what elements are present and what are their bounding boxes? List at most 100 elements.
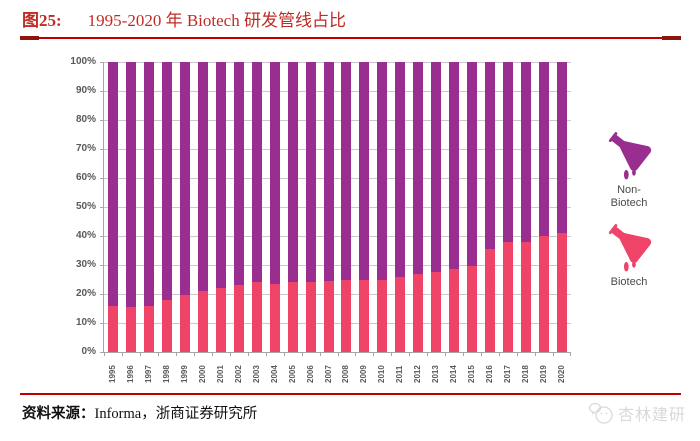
non-biotech-segment [233, 62, 244, 286]
non-biotech-segment [287, 62, 298, 283]
y-axis-tick [100, 264, 104, 266]
non-biotech-segment [431, 62, 442, 273]
x-axis-tick-label: 2017 [503, 365, 513, 383]
chart-legend: Non- Biotech Biotech [586, 126, 672, 289]
y-axis-tick-label: 80% [75, 114, 96, 125]
x-axis-tick [517, 352, 519, 356]
x-axis-tick [229, 352, 231, 356]
figure-number: 图25: [22, 11, 62, 30]
x-axis-tick [139, 352, 141, 356]
non-biotech-segment [143, 62, 154, 306]
y-axis-tick [100, 148, 104, 150]
x-axis-tick [427, 352, 429, 356]
x-axis-tick-label: 2000 [197, 365, 207, 383]
gridline [104, 264, 571, 266]
non-biotech-segment [179, 62, 190, 296]
x-axis-tick [121, 352, 123, 356]
x-axis-tick-label: 2010 [377, 365, 387, 383]
x-axis-tick-label: 2008 [341, 365, 351, 383]
y-axis-tick [100, 177, 104, 179]
y-axis-tick-label: 40% [75, 230, 96, 241]
x-axis-tick-label: 2006 [305, 365, 315, 383]
biotech-segment [341, 279, 352, 352]
non-biotech-segment [413, 62, 424, 274]
non-biotech-segment [395, 62, 406, 277]
x-axis-tick-label: 2015 [467, 365, 477, 383]
x-axis-tick-label: 2013 [431, 365, 441, 383]
flask-icon [608, 224, 652, 272]
x-axis-tick [301, 352, 303, 356]
biotech-segment [431, 272, 442, 352]
gridline [104, 322, 571, 324]
x-axis-tick-label: 2007 [323, 365, 333, 383]
x-axis-tick [175, 352, 177, 356]
x-axis-tick-label: 2011 [395, 365, 405, 383]
biotech-segment [377, 279, 388, 352]
x-axis-tick [409, 352, 411, 356]
y-axis-tick-label: 30% [75, 259, 96, 270]
legend-label-biotech: Biotech [610, 276, 648, 288]
x-axis-tick-label: 2016 [485, 365, 495, 383]
y-axis-tick [100, 235, 104, 237]
y-axis-tick [100, 119, 104, 121]
non-biotech-segment [161, 62, 172, 300]
non-biotech-segment [215, 62, 226, 289]
x-axis-tick [355, 352, 357, 356]
x-axis-tick-label: 2012 [413, 365, 423, 383]
y-axis-tick [100, 206, 104, 208]
x-axis-tick-label: 2002 [233, 365, 243, 383]
x-axis-tick-label: 2019 [539, 365, 549, 383]
gridline [104, 148, 571, 150]
x-axis-tick-label: 2003 [251, 365, 261, 383]
biotech-segment [179, 295, 190, 352]
biotech-segment [413, 273, 424, 352]
y-axis-tick-label: 100% [70, 56, 96, 67]
biotech-segment [467, 266, 478, 352]
non-biotech-segment [377, 62, 388, 280]
x-axis-tick-label: 1999 [179, 365, 189, 383]
x-axis-tick-label: 2018 [521, 365, 531, 383]
y-axis-tick-label: 60% [75, 172, 96, 183]
non-biotech-segment [125, 62, 136, 308]
y-axis-tick [100, 293, 104, 295]
x-axis-tick [463, 352, 465, 356]
figure-title: 图25: 1995-2020 年 Biotech 研发管线占比 [22, 6, 346, 31]
x-axis-tick [157, 352, 159, 356]
non-biotech-segment [485, 62, 496, 250]
divider-right-cap [662, 36, 681, 40]
biotech-segment [161, 299, 172, 352]
y-axis-tick-label: 50% [75, 201, 96, 212]
x-axis-tick [499, 352, 501, 356]
x-axis-tick-label: 1998 [161, 365, 171, 383]
x-axis-tick [283, 352, 285, 356]
biotech-segment [269, 283, 280, 352]
x-axis-tick-label: 2009 [359, 365, 369, 383]
legend-label-non-biotech: Non- Biotech [610, 184, 648, 209]
x-axis-tick [481, 352, 483, 356]
biotech-segment [395, 276, 406, 352]
y-axis-tick [100, 322, 104, 324]
y-axis-tick-label: 70% [75, 143, 96, 154]
watermark: 杏林建研 [588, 401, 686, 425]
figure-caption: 1995-2020 年 Biotech 研发管线占比 [87, 11, 346, 30]
biotech-segment [521, 241, 532, 352]
flask-icon [608, 132, 652, 180]
x-axis-tick-label: 2001 [215, 365, 225, 383]
biotech-segment [251, 282, 262, 352]
x-axis-tick-label: 2005 [287, 365, 297, 383]
x-axis-tick [193, 352, 195, 356]
y-axis-tick [100, 90, 104, 92]
non-biotech-segment [305, 62, 316, 283]
non-biotech-segment [359, 62, 370, 280]
x-axis-tick [553, 352, 555, 356]
biotech-segment [233, 285, 244, 352]
biotech-segment [539, 236, 550, 352]
x-axis-tick-label: 1997 [143, 365, 153, 383]
non-biotech-segment [503, 62, 514, 242]
y-axis-tick-label: 20% [75, 288, 96, 299]
non-biotech-segment [269, 62, 280, 284]
x-axis-tick [265, 352, 267, 356]
x-axis-tick [247, 352, 249, 356]
x-axis-tick [570, 352, 571, 356]
biotech-segment [503, 241, 514, 352]
